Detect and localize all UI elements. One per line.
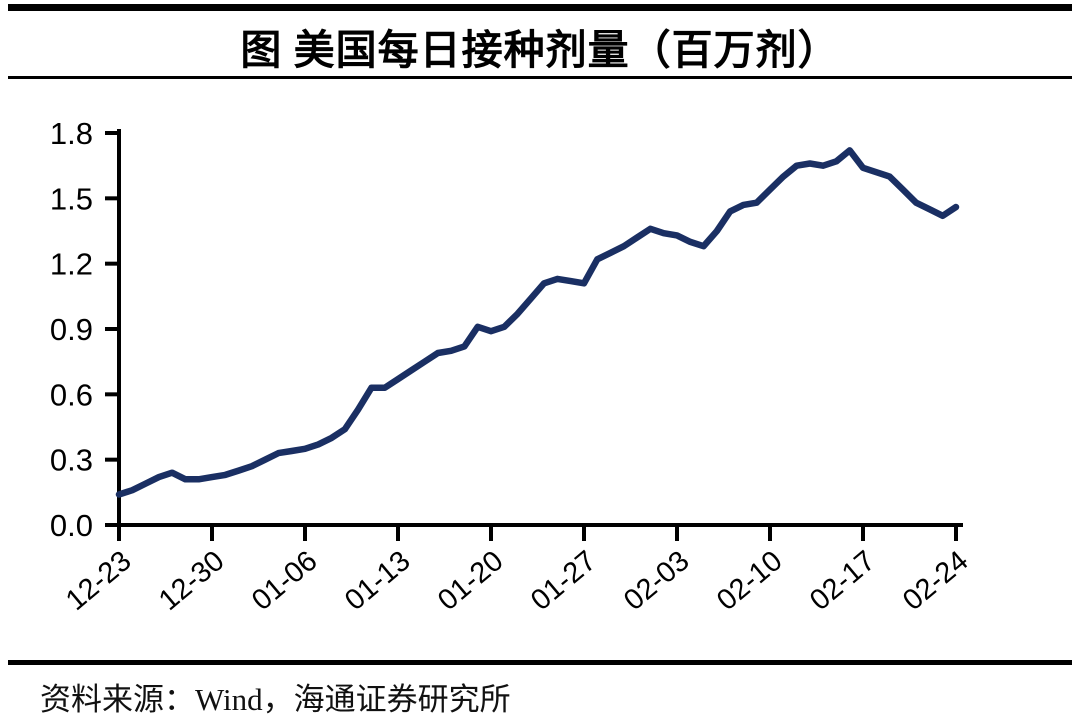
- footer-divider-rule: [8, 660, 1072, 665]
- svg-text:01-13: 01-13: [339, 545, 416, 617]
- svg-text:1.2: 1.2: [50, 247, 93, 282]
- svg-text:0.3: 0.3: [50, 443, 93, 478]
- x-axis: [105, 523, 963, 541]
- svg-text:02-24: 02-24: [897, 545, 974, 617]
- svg-text:1.5: 1.5: [50, 181, 93, 216]
- title-divider-rule: [8, 76, 1072, 79]
- svg-text:12-30: 12-30: [153, 545, 230, 617]
- svg-text:01-20: 01-20: [432, 545, 509, 617]
- svg-text:01-27: 01-27: [525, 545, 602, 617]
- svg-text:1.8: 1.8: [50, 116, 93, 151]
- source-note: 资料来源：Wind，海通证券研究所: [40, 682, 511, 717]
- svg-text:02-10: 02-10: [711, 545, 788, 617]
- svg-text:0.9: 0.9: [50, 312, 93, 347]
- y-axis-tick-labels: 0.0 0.3 0.6 0.9 1.2 1.5 1.8: [50, 116, 93, 543]
- svg-text:12-23: 12-23: [60, 545, 137, 617]
- svg-text:02-17: 02-17: [804, 545, 881, 617]
- chart-title: 图 美国每日接种剂量（百万剂）: [240, 27, 840, 73]
- svg-text:0.6: 0.6: [50, 377, 93, 412]
- x-axis-tick-labels: 12-23 12-30 01-06 01-13 01-20 01-27 02-03 02-10…: [60, 545, 974, 617]
- svg-text:02-03: 02-03: [618, 545, 695, 617]
- svg-text:0.0: 0.0: [50, 508, 93, 543]
- top-rule: [8, 4, 1072, 11]
- data-line-series: [115, 147, 960, 498]
- svg-text:01-06: 01-06: [246, 545, 323, 617]
- y-axis: [105, 129, 121, 527]
